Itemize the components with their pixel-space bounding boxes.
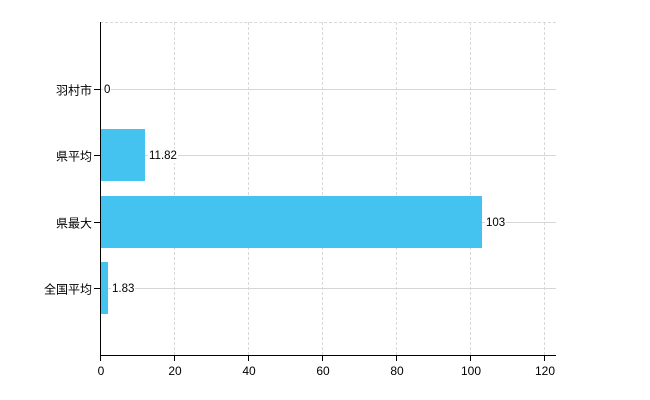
category-label: 全国平均 xyxy=(43,282,92,297)
x-axis-line xyxy=(100,355,556,356)
y-gridline xyxy=(101,88,556,90)
x-axis-tick-mark xyxy=(322,356,323,361)
x-axis-tick-mark xyxy=(544,356,545,361)
category-label: 羽村市 xyxy=(55,83,92,98)
bar xyxy=(101,195,482,248)
x-gridline xyxy=(322,22,323,355)
x-axis-tick-mark xyxy=(100,356,101,361)
y-gridline xyxy=(101,155,556,157)
x-gridline xyxy=(470,22,471,355)
value-label: 103 xyxy=(485,215,507,230)
y-axis-line xyxy=(100,22,101,356)
value-label: 11.82 xyxy=(148,149,178,164)
value-label: 1.83 xyxy=(111,282,136,297)
y-axis-tick-mark xyxy=(94,221,100,223)
category-label: 県最大 xyxy=(55,216,92,231)
x-tick-label: 60 xyxy=(316,364,330,378)
x-tick-label: 0 xyxy=(97,364,105,378)
x-gridline xyxy=(174,22,175,355)
x-axis-tick-mark xyxy=(396,356,397,361)
x-gridline xyxy=(248,22,249,355)
value-label: 0 xyxy=(103,82,112,97)
x-tick-label: 120 xyxy=(534,364,556,378)
x-tick-label: 80 xyxy=(390,364,404,378)
x-gridline xyxy=(396,22,397,355)
plot-top-border xyxy=(100,22,556,23)
x-axis-tick-mark xyxy=(248,356,249,361)
x-tick-label: 20 xyxy=(168,364,182,378)
y-gridline xyxy=(101,288,556,290)
bar xyxy=(101,129,145,182)
category-label: 県平均 xyxy=(55,149,92,164)
x-axis-tick-mark xyxy=(470,356,471,361)
x-tick-label: 40 xyxy=(242,364,256,378)
x-tick-label: 100 xyxy=(460,364,482,378)
bar xyxy=(101,262,108,315)
x-gridline xyxy=(544,22,545,355)
x-axis-tick-mark xyxy=(174,356,175,361)
y-axis-tick-mark xyxy=(94,288,100,290)
y-axis-tick-mark xyxy=(94,88,100,90)
y-axis-tick-mark xyxy=(94,155,100,157)
